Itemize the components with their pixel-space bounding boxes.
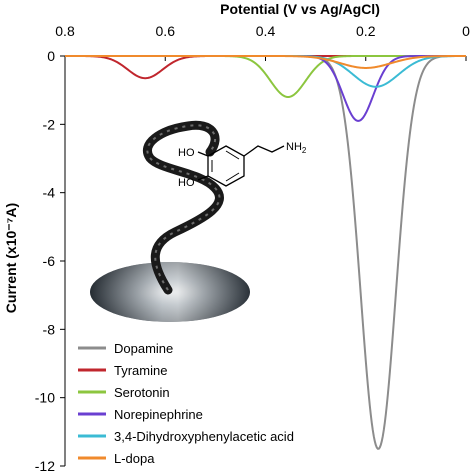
electrode-illustration: HO HO NH2 bbox=[90, 120, 307, 322]
legend-label: Serotonin bbox=[114, 385, 170, 400]
hydroxyl-top-label: HO bbox=[178, 147, 195, 159]
y-tick-label: -10 bbox=[35, 390, 55, 406]
y-tick-label: -2 bbox=[43, 116, 56, 132]
series-line-l-dopa bbox=[65, 55, 466, 69]
y-tick-label: -8 bbox=[43, 321, 56, 337]
y-tick-label: -4 bbox=[43, 185, 56, 201]
y-tick-label: -6 bbox=[43, 253, 56, 269]
y-tick-label: 0 bbox=[47, 48, 55, 64]
x-tick-label: 0.8 bbox=[55, 23, 75, 39]
ring-double-bond-3 bbox=[225, 172, 240, 182]
aptamer-ribbon bbox=[143, 120, 224, 295]
ho-bond-top bbox=[197, 151, 209, 157]
y-axis-ticks: 0 -2 -4 -6 -8 -10 -12 bbox=[35, 48, 65, 474]
x-tick-label: 0.2 bbox=[356, 23, 376, 39]
legend-label: Tyramine bbox=[114, 363, 167, 378]
legend: Dopamine Tyramine Serotonin Norepinephrine 3… bbox=[78, 341, 294, 466]
amine-text: NH bbox=[286, 141, 302, 153]
amine-subscript: 2 bbox=[302, 146, 307, 155]
x-tick-label: 0.6 bbox=[156, 23, 176, 39]
amine-label: NH2 bbox=[286, 141, 307, 155]
ethylamine-chain bbox=[243, 145, 285, 157]
y-tick-label: -12 bbox=[35, 458, 55, 474]
series-curves bbox=[65, 55, 466, 450]
x-axis-ticks: 0.8 0.6 0.4 0.2 0 bbox=[55, 23, 470, 61]
legend-label: L-dopa bbox=[114, 451, 155, 466]
hydroxyl-bottom-label: HO bbox=[178, 177, 195, 189]
x-tick-label: 0 bbox=[462, 23, 470, 39]
y-axis-title: Current (x10⁻⁷A) bbox=[3, 203, 19, 313]
x-tick-label: 0.4 bbox=[256, 23, 276, 39]
legend-label: Norepinephrine bbox=[114, 407, 203, 422]
series-line-serotonin bbox=[65, 55, 466, 98]
x-axis-title: Potential (V vs Ag/AgCl) bbox=[220, 1, 380, 17]
ho-bond-bottom bbox=[197, 175, 209, 181]
series-line-norepinephrine bbox=[65, 55, 466, 122]
legend-label: 3,4-Dihydroxyphenylacetic acid bbox=[114, 429, 294, 444]
legend-label: Dopamine bbox=[114, 341, 173, 356]
ring-double-bond-2 bbox=[225, 150, 240, 160]
